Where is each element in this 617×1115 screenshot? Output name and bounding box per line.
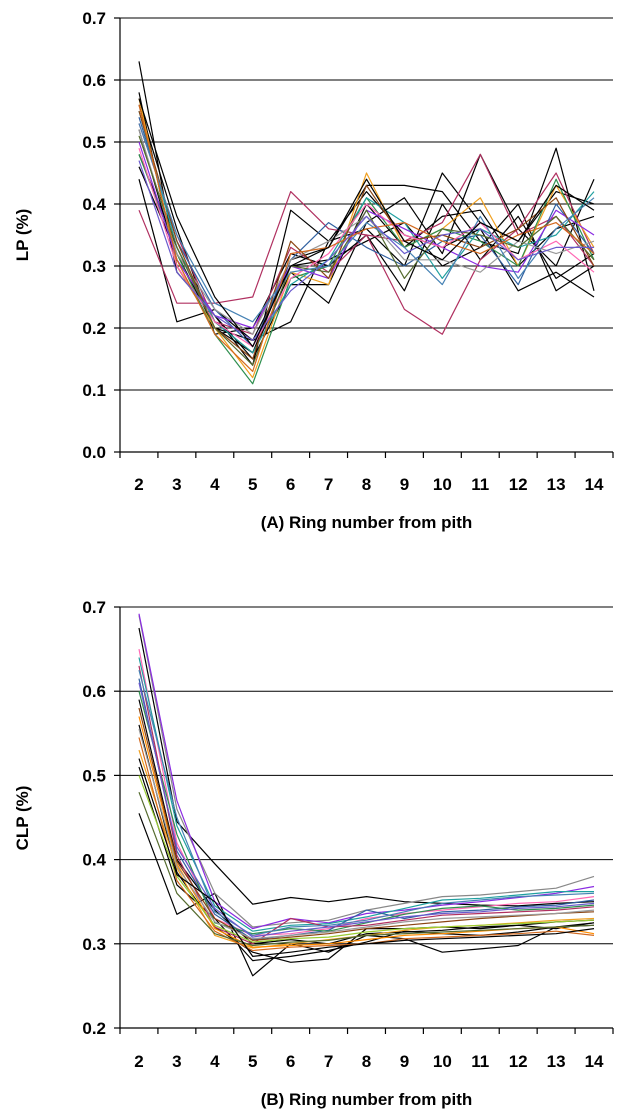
series-line-20 [138,682,595,938]
series-line-1 [138,61,595,354]
y-tick-label: 0.4 [82,851,106,870]
y-tick-label: 0.2 [82,1019,106,1038]
x-tick-label: 9 [400,475,409,494]
x-tick-label: 4 [210,1052,220,1071]
y-tick-label: 0.5 [82,133,106,152]
series-line-16 [138,791,595,947]
y-tick-label: 0.5 [82,766,106,785]
series-line-21 [138,728,595,940]
x-tick-label: 5 [248,475,257,494]
series-line-19 [138,707,595,942]
x-tick-label: 10 [433,1052,452,1071]
y-tick-label: 0.7 [82,598,106,617]
x-tick-label: 3 [172,475,181,494]
series-line-18 [138,135,595,366]
y-tick-label: 0.6 [82,682,106,701]
x-tick-label: 11 [471,1052,489,1071]
x-tick-label: 4 [210,475,220,494]
series-line-7 [138,166,595,341]
x-tick-label: 5 [248,1052,257,1071]
series-line-10 [138,98,595,379]
x-tick-label: 12 [509,1052,528,1071]
x-tick-label: 2 [134,1052,143,1071]
x-tick-label: 13 [547,1052,566,1071]
x-tick-label: 8 [362,475,371,494]
y-axis-title: CLP (%) [13,786,32,851]
y-tick-label: 0.3 [82,257,106,276]
series-line-21 [138,160,594,341]
series-line-19 [138,123,595,323]
series-line-22 [138,758,595,958]
y-tick-label: 0.6 [82,71,106,90]
y-tick-label: 0.2 [82,319,106,338]
y-axis-title: LP (%) [13,209,32,262]
x-tick-label: 6 [286,475,295,494]
series-line-5 [138,699,595,945]
y-tick-label: 0.0 [82,443,106,462]
y-tick-label: 0.4 [82,195,106,214]
y-tick-label: 0.7 [82,9,106,28]
y-tick-label: 0.1 [82,381,106,400]
x-tick-label: 12 [509,475,528,494]
x-tick-label: 2 [134,475,143,494]
x-tick-label: 8 [362,1052,371,1071]
x-tick-label: 14 [585,1052,604,1071]
x-tick-label: 9 [400,1052,409,1071]
series-line-18 [138,669,595,937]
x-tick-label: 3 [172,1052,181,1071]
y-tick-label: 0.3 [82,935,106,954]
series-line-17 [138,775,595,943]
x-tick-label: 6 [286,1052,295,1071]
series-line-22 [138,98,595,348]
series-line-10 [138,678,595,941]
x-tick-label: 13 [547,475,566,494]
x-tick-label: 10 [433,475,452,494]
series-line-12 [138,665,595,945]
series-line-20 [138,104,595,372]
series-line-9 [138,657,594,932]
x-axis-title: (A) Ring number from pith [261,513,473,532]
x-tick-label: 7 [324,475,333,494]
x-tick-label: 7 [324,1052,333,1071]
series-line-11 [138,691,595,935]
x-axis-title: (B) Ring number from pith [261,1090,473,1109]
x-tick-label: 14 [585,475,604,494]
series-line-4 [138,153,595,354]
series-line-7 [138,613,595,930]
chart-panel-a: 0.0 0.1 0.2 0.3 0.4 0.5 0.6 0.7 2 3 4 5 6 7 8 9 10 11 12 13… [13,9,614,532]
chart-panel-b: 0.2 0.3 0.4 0.5 0.6 0.7 2 3 4 5 6 7 8 9 10 11 12 13 14 CLP … [13,598,614,1109]
series-line-5 [138,104,595,335]
series-line-1 [138,627,595,907]
x-tick-label: 11 [471,475,489,494]
